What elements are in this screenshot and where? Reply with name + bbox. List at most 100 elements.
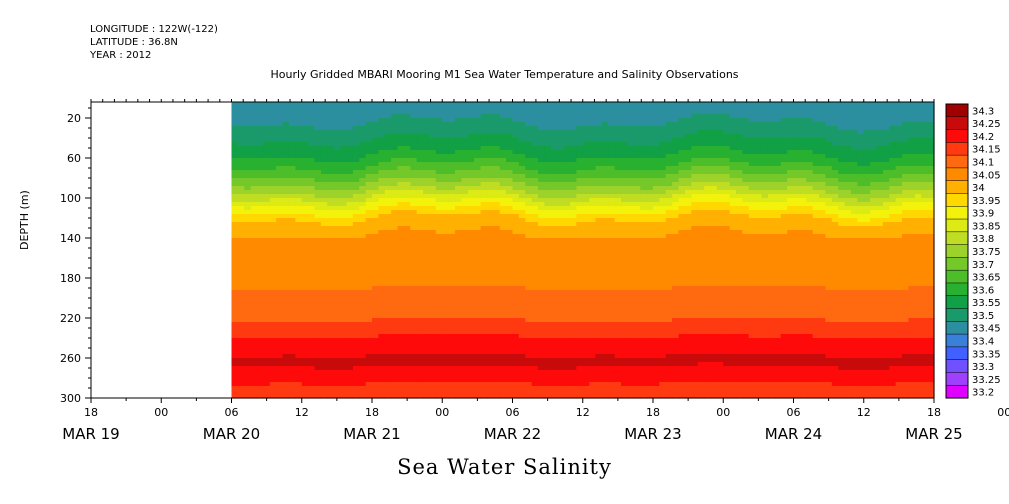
- field-cell: [538, 258, 546, 263]
- field-cell: [486, 278, 494, 283]
- field-cell: [263, 326, 271, 331]
- field-cell: [244, 182, 252, 187]
- field-cell: [474, 238, 482, 243]
- field-cell: [538, 146, 546, 151]
- field-cell: [416, 330, 424, 335]
- field-cell: [250, 214, 258, 219]
- field-cell: [576, 358, 584, 363]
- field-cell: [493, 330, 501, 335]
- field-cell: [525, 166, 533, 171]
- field-cell: [423, 126, 431, 131]
- field-cell: [506, 222, 514, 227]
- field-cell: [480, 302, 488, 307]
- field-cell: [621, 242, 629, 247]
- field-cell: [288, 110, 296, 115]
- field-cell: [359, 326, 367, 331]
- field-cell: [614, 278, 622, 283]
- field-cell: [474, 202, 482, 207]
- field-cell: [314, 338, 322, 343]
- field-cell: [257, 354, 265, 359]
- field-cell: [493, 158, 501, 163]
- field-cell: [646, 378, 654, 383]
- field-cell: [563, 174, 571, 179]
- field-cell: [563, 242, 571, 247]
- field-cell: [506, 170, 514, 175]
- field-cell: [589, 294, 597, 299]
- field-cell: [614, 238, 622, 243]
- field-cell: [244, 234, 252, 239]
- field-cell: [614, 206, 622, 211]
- field-cell: [231, 114, 239, 119]
- field-cell: [576, 222, 584, 227]
- field-cell: [372, 358, 379, 363]
- field-cell: [372, 142, 379, 147]
- field-cell: [653, 250, 660, 255]
- field-cell: [646, 374, 654, 379]
- field-cell: [499, 370, 507, 375]
- field-cell: [493, 378, 501, 383]
- field-cell: [295, 386, 303, 391]
- field-cell: [378, 290, 386, 295]
- field-cell: [563, 330, 571, 335]
- field-cell: [563, 370, 571, 375]
- field-cell: [595, 370, 603, 375]
- field-cell: [282, 362, 290, 367]
- field-cell: [314, 358, 322, 363]
- field-cell: [237, 374, 245, 379]
- field-cell: [582, 390, 590, 395]
- field-cell: [282, 182, 290, 187]
- field-cell: [320, 302, 328, 307]
- field-cell: [416, 130, 424, 135]
- field-cell: [653, 238, 660, 243]
- field-cell: [391, 190, 399, 195]
- field-cell: [314, 182, 322, 187]
- field-cell: [269, 154, 277, 159]
- field-cell: [423, 382, 431, 387]
- field-cell: [455, 214, 463, 219]
- field-cell: [237, 298, 245, 303]
- field-cell: [525, 158, 533, 163]
- field-cell: [397, 266, 405, 271]
- field-cell: [621, 202, 629, 207]
- field-cell: [633, 206, 641, 211]
- field-cell: [359, 350, 367, 355]
- field-cell: [512, 326, 520, 331]
- field-cell: [646, 278, 654, 283]
- field-cell: [269, 250, 277, 255]
- field-cell: [531, 286, 539, 291]
- field-cell: [365, 138, 373, 143]
- field-cell: [499, 322, 507, 327]
- field-cell: [499, 114, 507, 119]
- field-cell: [346, 158, 354, 163]
- field-cell: [340, 194, 348, 199]
- field-cell: [378, 266, 386, 271]
- field-cell: [340, 346, 348, 351]
- field-cell: [531, 282, 539, 287]
- field-cell: [646, 262, 654, 267]
- field-cell: [467, 338, 475, 343]
- field-cell: [301, 302, 309, 307]
- field-cell: [531, 358, 539, 363]
- field-cell: [474, 346, 482, 351]
- field-cell: [288, 310, 296, 315]
- field-cell: [576, 390, 584, 395]
- field-cell: [538, 162, 546, 167]
- field-cell: [314, 226, 322, 231]
- field-cell: [340, 310, 348, 315]
- field-cell: [384, 198, 392, 203]
- field-cell: [493, 338, 501, 343]
- field-cell: [435, 258, 443, 263]
- field-cell: [557, 362, 565, 367]
- field-cell: [563, 178, 571, 183]
- field-cell: [435, 254, 443, 259]
- field-cell: [333, 202, 341, 207]
- field-cell: [372, 342, 379, 347]
- field-cell: [442, 354, 450, 359]
- field-cell: [340, 250, 348, 255]
- field-cell: [499, 386, 507, 391]
- field-cell: [467, 166, 475, 171]
- field-cell: [416, 298, 424, 303]
- field-cell: [563, 102, 571, 107]
- field-cell: [244, 202, 252, 207]
- field-cell: [244, 214, 252, 219]
